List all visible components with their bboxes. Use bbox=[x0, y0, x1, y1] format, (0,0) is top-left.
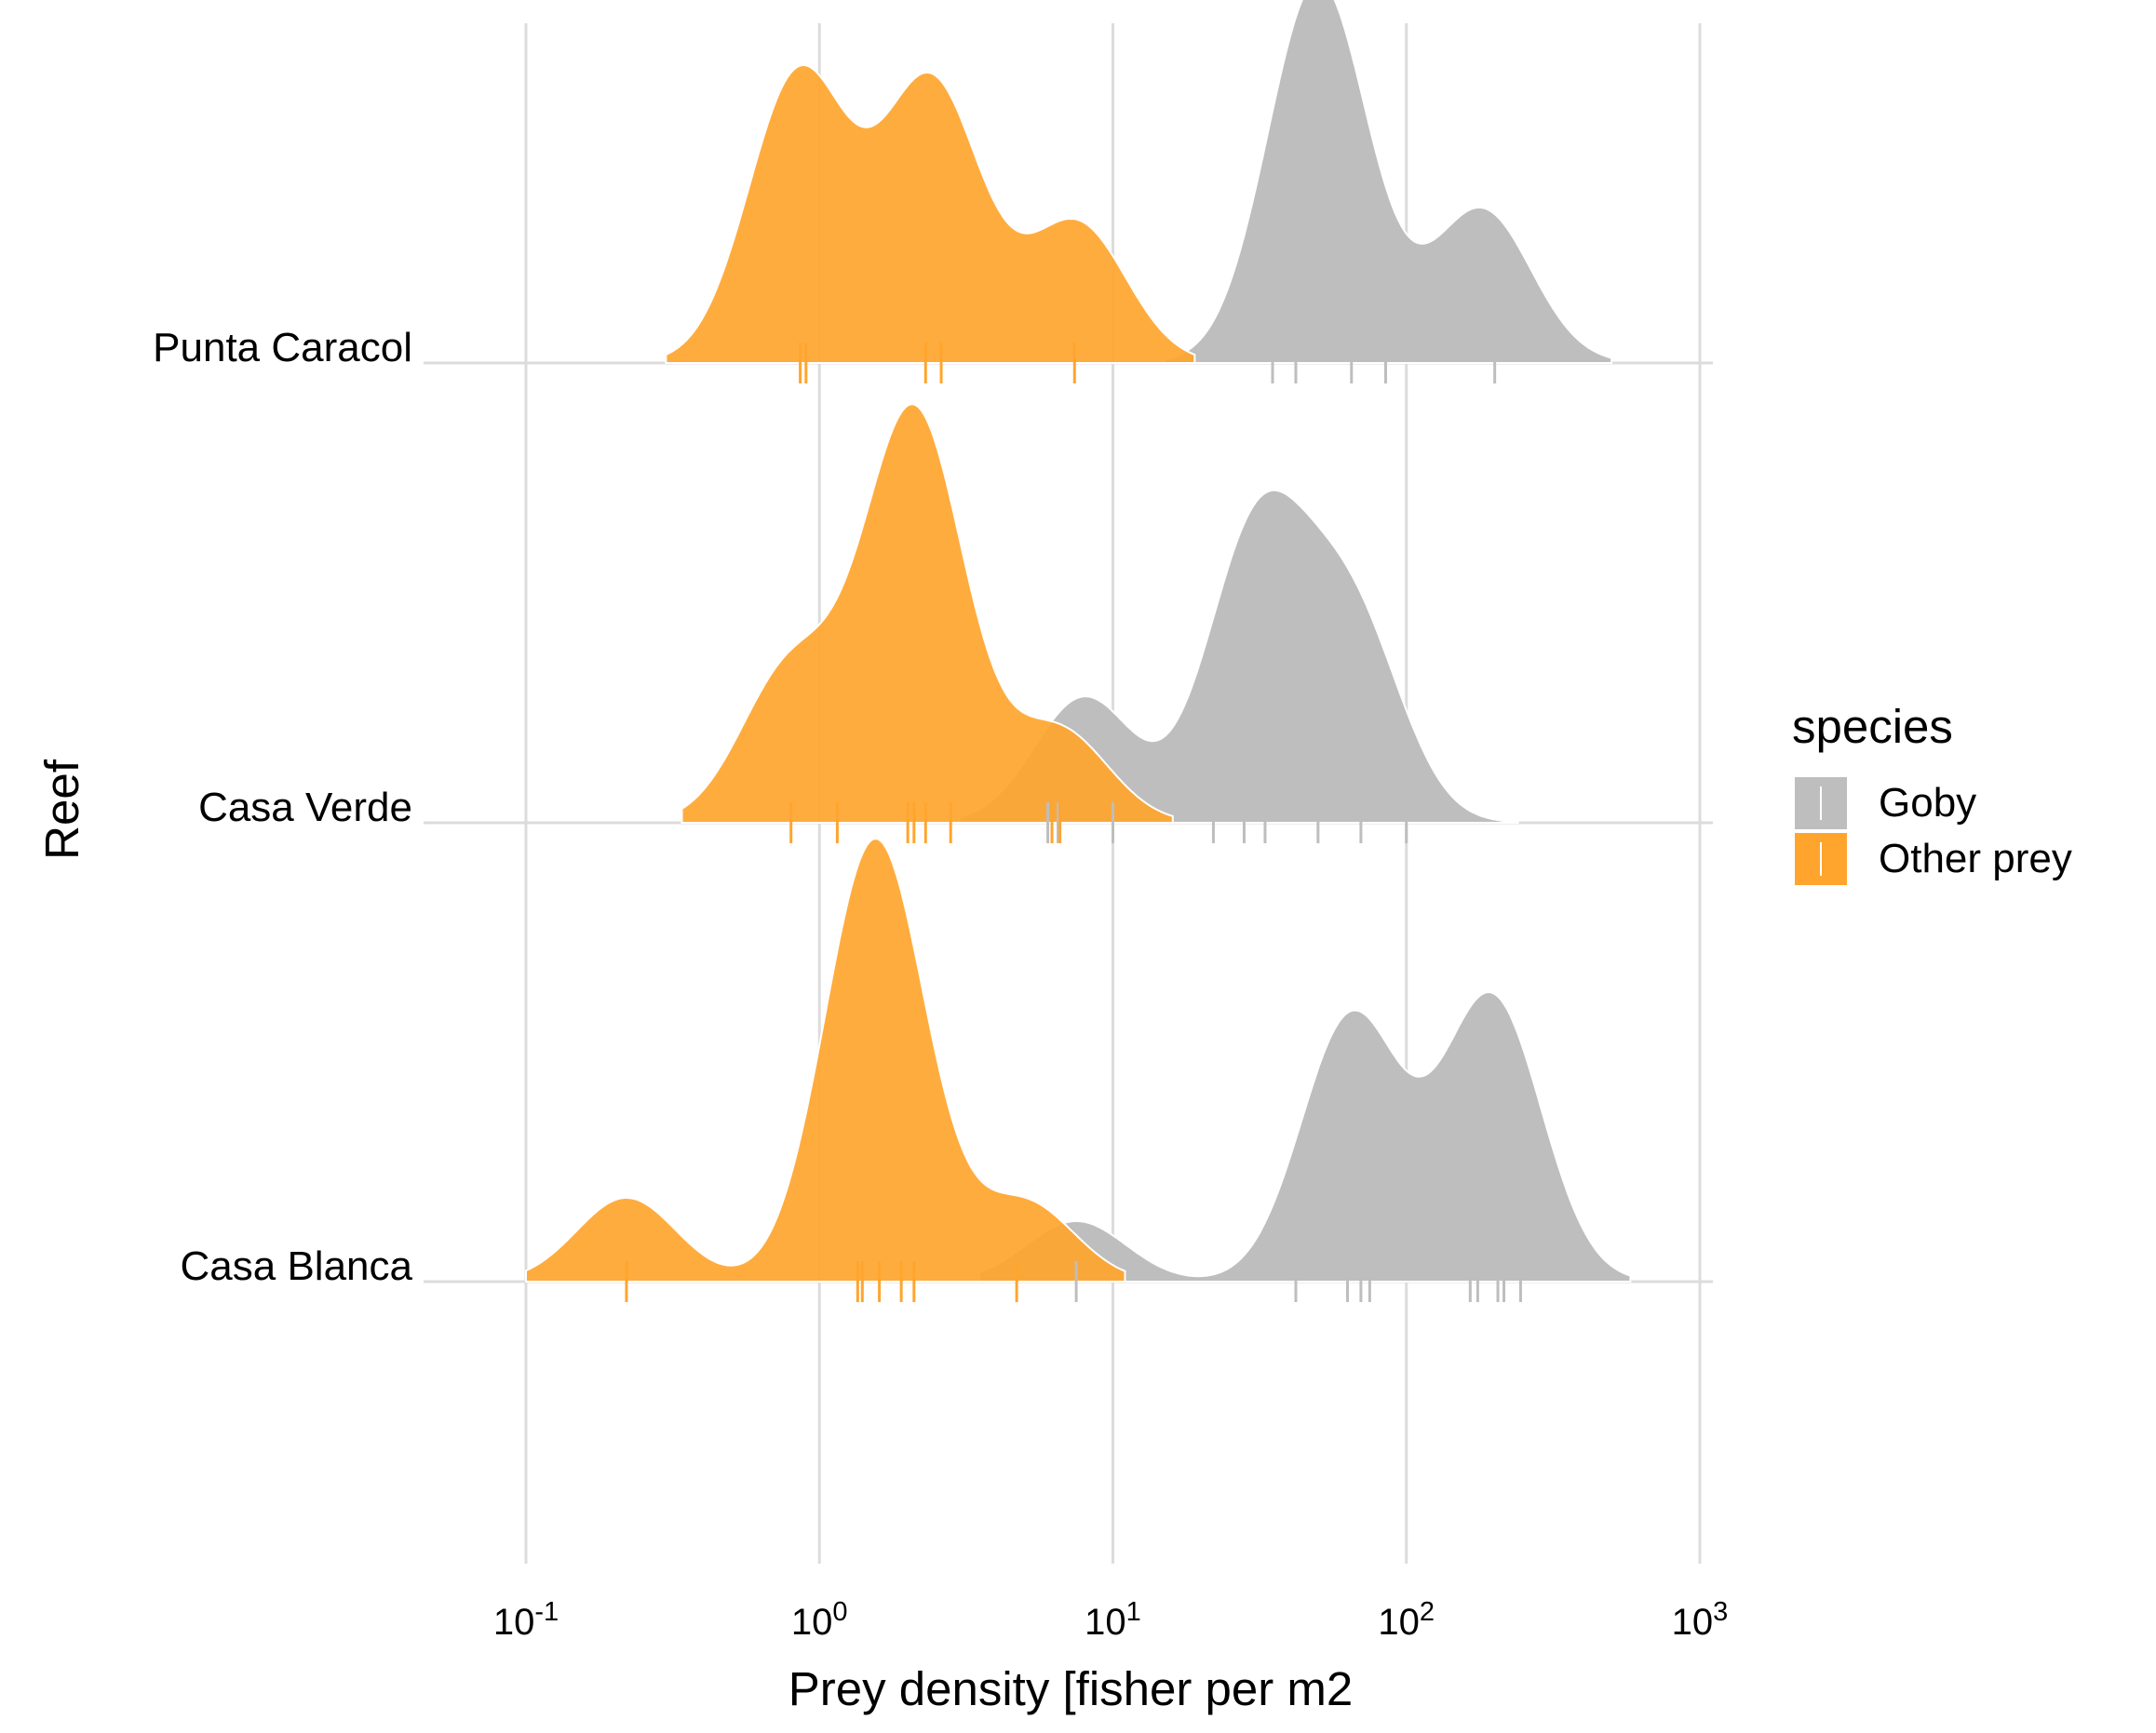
reef-label: Casa Verde bbox=[198, 785, 412, 830]
y-axis-title: Reef bbox=[35, 759, 88, 860]
legend-title: species bbox=[1792, 700, 1953, 753]
density-ridge-other-prey bbox=[665, 64, 1196, 364]
x-tick-label: 103 bbox=[1672, 1597, 1729, 1643]
x-axis-tick-labels: 10-1 100 101 102 103 bbox=[493, 1597, 1728, 1643]
density-ridge-other-prey bbox=[525, 838, 1126, 1283]
x-tick-label: 100 bbox=[791, 1597, 848, 1643]
legend: species Goby Other prey bbox=[1792, 700, 2072, 885]
density-ridges bbox=[525, 0, 1632, 1283]
x-tick-label: 10-1 bbox=[493, 1597, 559, 1643]
x-tick-label: 102 bbox=[1378, 1597, 1435, 1643]
x-axis-title: Prey density [fisher per m2 bbox=[788, 1662, 1354, 1715]
x-tick-label: 101 bbox=[1085, 1597, 1141, 1643]
density-ridge-goby bbox=[1164, 0, 1613, 364]
rug-marks bbox=[625, 343, 1522, 1302]
legend-label: Goby bbox=[1879, 780, 1976, 826]
legend-entries: Goby Other prey bbox=[1795, 777, 2072, 885]
legend-label: Other prey bbox=[1879, 836, 2072, 881]
reef-label: Casa Blanca bbox=[181, 1243, 413, 1289]
reef-tick-labels: Punta Caracol Casa Verde Casa Blanca bbox=[153, 325, 412, 1289]
reef-label: Punta Caracol bbox=[153, 325, 412, 370]
density-ridge-goby bbox=[977, 990, 1632, 1283]
density-ridge-other-prey bbox=[680, 403, 1174, 824]
